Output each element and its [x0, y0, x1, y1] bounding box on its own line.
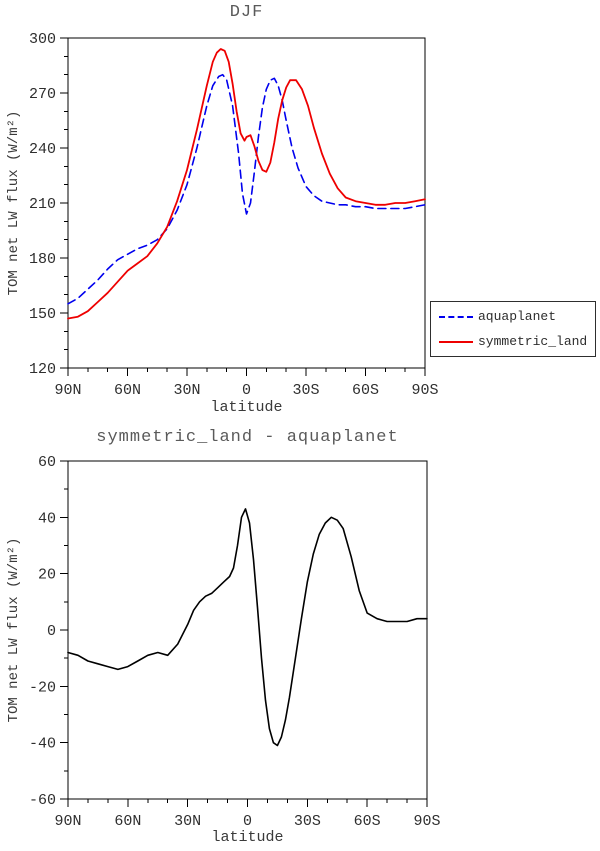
top-chart: DJF TOM net LW flux (W/m²) 90N 60N 30N 0 30S…	[0, 0, 600, 425]
svg-text:90N: 90N	[54, 382, 81, 399]
svg-text:30S: 30S	[294, 813, 321, 830]
svg-text:90S: 90S	[413, 813, 440, 830]
legend-entry-symmetric-land: symmetric_land	[439, 334, 587, 349]
svg-text:0: 0	[47, 623, 56, 640]
aquaplanet-line-sample-icon	[439, 315, 473, 318]
svg-text:210: 210	[29, 196, 56, 213]
top-chart-plot-area: 90N 60N 30N 0 30S 60S 90S 120 150 180 210 240 270 300	[29, 31, 439, 399]
legend-label-symmetric-land: symmetric_land	[478, 334, 588, 349]
svg-text:-60: -60	[29, 792, 56, 809]
svg-text:20: 20	[38, 567, 56, 584]
top-chart-x-axis-label: latitude	[210, 399, 283, 416]
symmetric-land-line-sample-icon	[439, 340, 473, 343]
svg-text:180: 180	[29, 251, 56, 268]
svg-text:-40: -40	[29, 736, 56, 753]
svg-text:90S: 90S	[411, 382, 438, 399]
svg-text:60N: 60N	[114, 382, 141, 399]
svg-text:60S: 60S	[354, 813, 381, 830]
legend-entry-aquaplanet: aquaplanet	[439, 309, 587, 324]
bottom-chart-x-axis-label: latitude	[211, 829, 284, 846]
svg-text:60N: 60N	[114, 813, 141, 830]
svg-text:240: 240	[29, 141, 56, 158]
svg-text:-20: -20	[29, 679, 56, 696]
svg-text:120: 120	[29, 361, 56, 378]
svg-text:270: 270	[29, 86, 56, 103]
svg-text:60: 60	[38, 454, 56, 471]
bottom-chart-plot-area: 90N 60N 30N 0 30S 60S 90S -60 -40 -20 0 20 40 60	[29, 454, 441, 830]
top-chart-title: DJF	[229, 3, 264, 22]
legend-label-aquaplanet: aquaplanet	[478, 309, 557, 324]
svg-text:30S: 30S	[292, 382, 319, 399]
svg-text:300: 300	[29, 31, 56, 48]
svg-text:40: 40	[38, 510, 56, 527]
svg-text:90N: 90N	[54, 813, 81, 830]
bottom-chart-title: symmetric_land - aquaplanet	[96, 428, 399, 447]
svg-text:60S: 60S	[352, 382, 379, 399]
bottom-chart: symmetric_land - aquaplanet TOM net LW f…	[0, 425, 600, 851]
svg-text:0: 0	[243, 813, 252, 830]
svg-text:0: 0	[242, 382, 251, 399]
svg-text:150: 150	[29, 306, 56, 323]
svg-text:30N: 30N	[173, 382, 200, 399]
legend: aquaplanet symmetric_land	[430, 301, 597, 357]
svg-text:30N: 30N	[174, 813, 201, 830]
